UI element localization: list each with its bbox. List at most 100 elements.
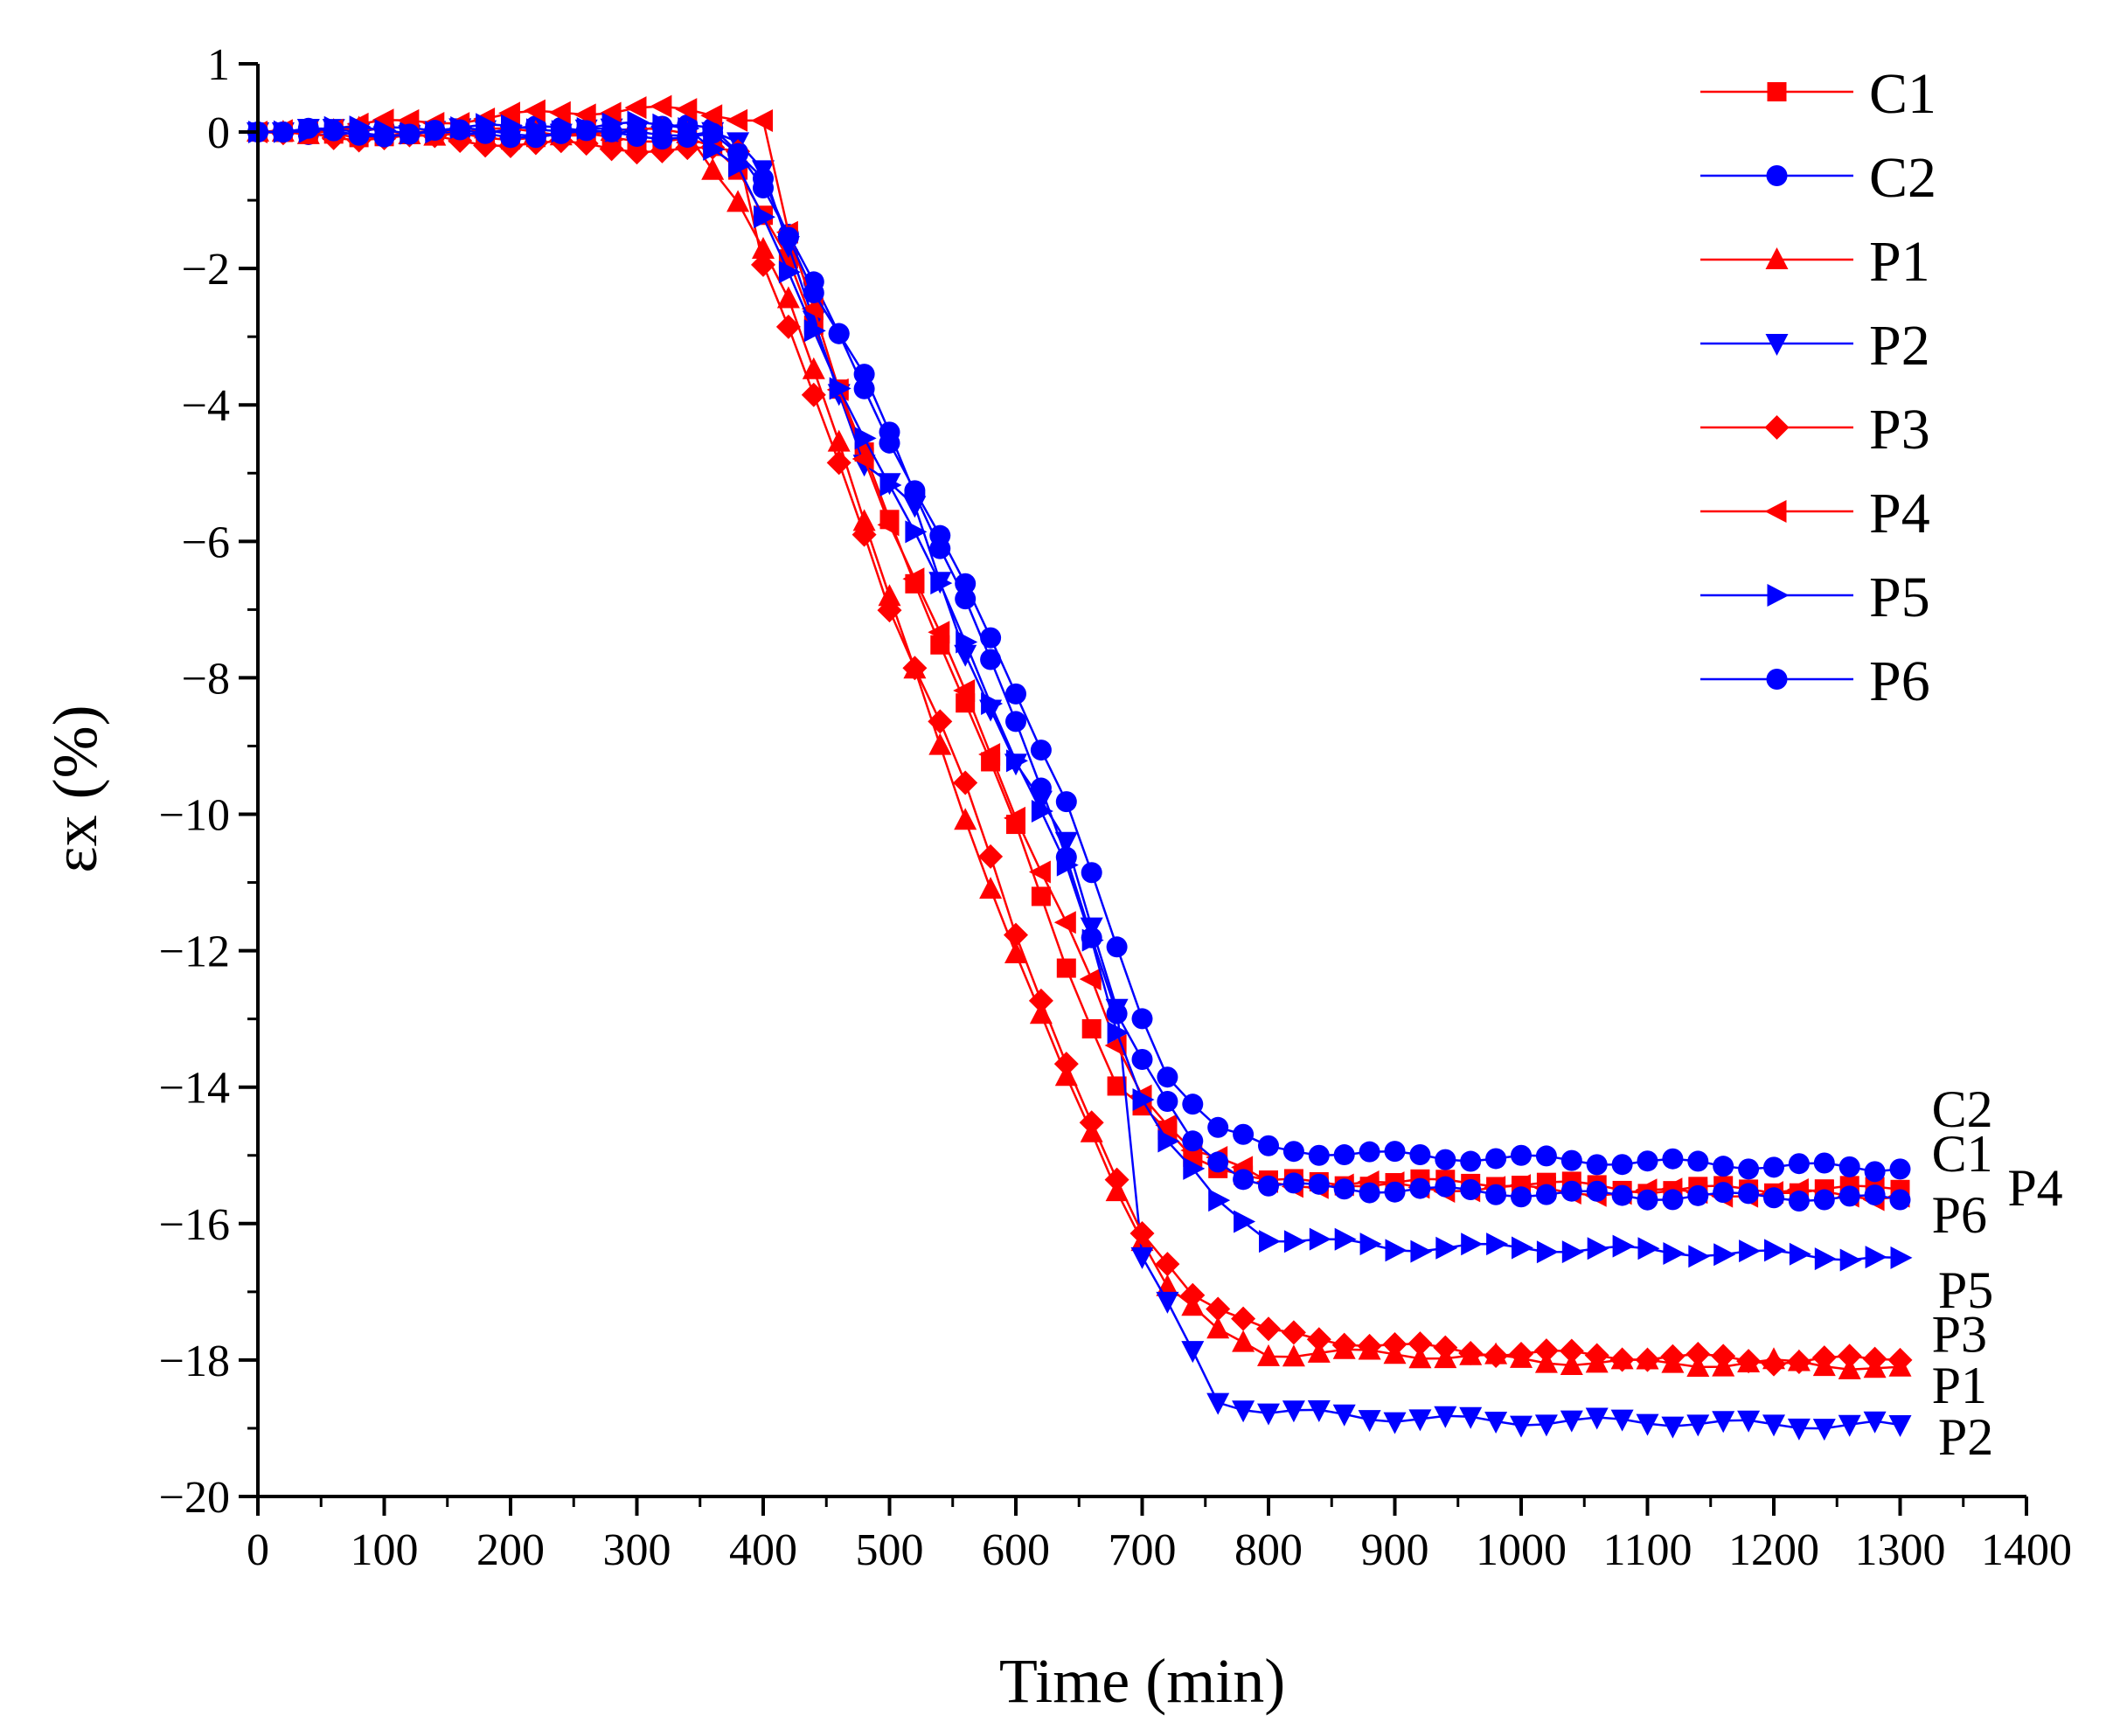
data-point-c2 — [1435, 1149, 1456, 1170]
data-point-p4 — [877, 513, 900, 537]
data-point-p5 — [1359, 1233, 1382, 1256]
data-point-p1 — [1838, 1357, 1861, 1379]
data-point-c2 — [1763, 1156, 1784, 1178]
y-tick-label: −16 — [159, 1200, 230, 1250]
data-point-p4 — [675, 98, 698, 122]
legend-item-c2: C2 — [1700, 146, 1936, 210]
data-point-p3 — [1837, 1344, 1862, 1369]
data-point-p6 — [1233, 1169, 1255, 1191]
data-point-c2 — [1586, 1154, 1608, 1176]
data-point-p2 — [1130, 1246, 1154, 1269]
data-point-p6 — [575, 120, 597, 142]
data-point-p6 — [1005, 711, 1026, 733]
data-point-p6 — [651, 128, 673, 150]
data-point-c2 — [1081, 862, 1102, 884]
data-point-c2 — [1662, 1148, 1684, 1170]
data-point-p4 — [498, 101, 520, 125]
series-p3 — [246, 120, 1913, 1377]
x-tick-label: 0 — [247, 1525, 269, 1575]
end-label-p2: P2 — [1938, 1408, 1993, 1466]
data-point-p5 — [1739, 1240, 1762, 1263]
x-tick-label: 600 — [982, 1525, 1050, 1575]
data-point-p2 — [1712, 1411, 1735, 1434]
data-point-p1 — [928, 733, 952, 755]
data-point-p4 — [700, 104, 723, 128]
data-point-p3 — [928, 709, 953, 734]
end-label-p6: P6 — [1932, 1186, 1987, 1244]
data-point-p4 — [801, 297, 824, 321]
data-point-p5 — [1890, 1246, 1913, 1269]
data-point-p6 — [1435, 1176, 1456, 1198]
data-point-p1 — [1257, 1344, 1280, 1366]
data-point-p3 — [1811, 1345, 1837, 1371]
data-point-p6 — [272, 122, 294, 143]
x-tick-label: 300 — [603, 1525, 671, 1575]
data-point-p5 — [754, 205, 775, 229]
legend-item-c1: C1 — [1700, 62, 1936, 126]
data-point-p6 — [777, 226, 799, 248]
data-point-p5 — [1006, 749, 1028, 773]
data-point-p4 — [928, 621, 950, 644]
data-point-p3 — [1079, 1110, 1104, 1135]
data-point-p4 — [953, 679, 976, 703]
legend-item-p6: P6 — [1700, 649, 1930, 713]
legend-marker — [1765, 334, 1789, 356]
data-point-p2 — [1383, 1412, 1407, 1434]
legend-item-p5: P5 — [1700, 566, 1930, 629]
data-point-p2 — [1434, 1406, 1457, 1428]
data-point-p3 — [1331, 1332, 1357, 1358]
data-point-p6 — [1157, 1091, 1178, 1113]
legend-label: C1 — [1869, 62, 1936, 126]
series-line-p6 — [257, 127, 1901, 1203]
data-point-p6 — [1637, 1189, 1658, 1211]
data-point-p6 — [1662, 1189, 1684, 1211]
y-tick-label: −18 — [159, 1337, 230, 1386]
data-point-c2 — [1611, 1154, 1633, 1176]
data-point-p5 — [1208, 1189, 1231, 1212]
data-point-p3 — [1408, 1331, 1433, 1357]
data-point-p6 — [601, 121, 622, 142]
data-point-p6 — [1560, 1180, 1582, 1202]
x-tick-label: 500 — [856, 1525, 924, 1575]
data-point-p6 — [1511, 1186, 1532, 1208]
data-point-c2 — [1460, 1150, 1482, 1172]
data-point-p6 — [1864, 1184, 1886, 1206]
data-point-p3 — [1155, 1252, 1180, 1277]
data-point-p5 — [1410, 1240, 1433, 1263]
data-point-p1 — [1282, 1344, 1305, 1367]
data-point-p6 — [1586, 1180, 1608, 1202]
data-point-c2 — [1030, 740, 1052, 761]
data-point-p5 — [930, 572, 953, 595]
data-point-p2 — [1408, 1409, 1432, 1432]
data-point-p3 — [953, 770, 978, 795]
data-point-p6 — [1687, 1184, 1709, 1206]
data-point-p2 — [1863, 1411, 1887, 1434]
data-point-p4 — [1155, 1114, 1178, 1137]
data-point-p6 — [879, 421, 900, 443]
data-point-c2 — [1333, 1144, 1355, 1166]
data-point-p3 — [1660, 1344, 1686, 1369]
series-layer — [246, 94, 1913, 1441]
data-point-p6 — [399, 123, 421, 145]
data-point-p2 — [1762, 1414, 1785, 1437]
data-point-c2 — [980, 627, 1002, 649]
data-point-p1 — [979, 877, 1003, 899]
data-point-p3 — [1862, 1346, 1887, 1371]
data-point-c2 — [1864, 1161, 1886, 1183]
data-point-p2 — [1257, 1403, 1280, 1426]
data-point-p6 — [904, 483, 926, 505]
data-point-p3 — [1129, 1220, 1155, 1246]
ticks: 0 100 200 300 400 500 600 700 800 900 1000 1100 1200… — [159, 40, 2072, 1575]
data-point-p5 — [1385, 1239, 1408, 1262]
data-point-p2 — [1686, 1414, 1710, 1437]
data-point-p1 — [1307, 1340, 1331, 1363]
legend-item-p4: P4 — [1700, 482, 1930, 545]
data-point-p6 — [929, 538, 951, 559]
legend-marker — [1765, 247, 1789, 269]
data-point-p4 — [624, 96, 647, 120]
data-point-p5 — [1157, 1129, 1180, 1153]
data-point-p5 — [803, 319, 826, 343]
data-point-p6 — [500, 127, 521, 149]
x-tick-label: 900 — [1361, 1525, 1429, 1575]
data-point-p5 — [854, 427, 877, 450]
